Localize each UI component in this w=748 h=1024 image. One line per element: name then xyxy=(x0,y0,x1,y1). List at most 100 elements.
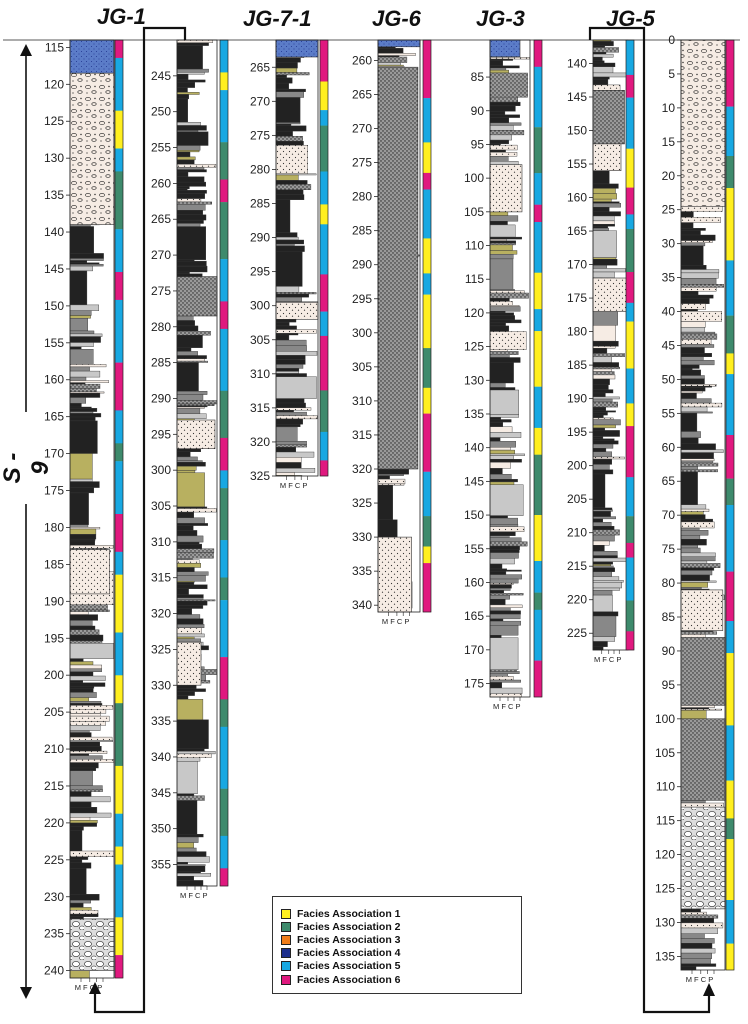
facies-interval xyxy=(726,353,734,375)
bed xyxy=(275,239,304,245)
depth-label: 100 xyxy=(464,171,484,185)
bed xyxy=(592,424,616,429)
bed xyxy=(69,796,111,803)
bed xyxy=(69,411,94,414)
depth-label: 290 xyxy=(250,231,270,245)
bed xyxy=(592,456,625,460)
bed xyxy=(592,271,615,279)
bed xyxy=(680,353,712,358)
bed xyxy=(592,220,615,225)
depth-label: 155 xyxy=(44,336,64,350)
bed xyxy=(176,834,204,838)
depth-label: 105 xyxy=(464,205,484,219)
bed xyxy=(680,443,716,450)
bed xyxy=(489,682,503,689)
facies-interval xyxy=(534,66,542,128)
bed xyxy=(680,966,697,971)
facies-interval xyxy=(115,410,123,444)
depth-label: 355 xyxy=(151,857,171,871)
depth-label: 120 xyxy=(464,306,484,320)
depth-label: 270 xyxy=(352,122,372,136)
bed xyxy=(489,215,519,222)
bed xyxy=(275,97,301,123)
bed xyxy=(680,412,698,432)
bed xyxy=(176,871,201,874)
bed xyxy=(69,403,82,408)
bed xyxy=(176,72,205,75)
facies-interval xyxy=(726,188,734,261)
bed xyxy=(592,368,612,372)
bed xyxy=(69,682,106,687)
bed xyxy=(69,746,102,752)
depth-label: 225 xyxy=(44,853,64,867)
sequence-label: S - 9 xyxy=(0,452,54,484)
depth-label: 155 xyxy=(464,542,484,556)
bed xyxy=(680,385,712,388)
depth-label: 230 xyxy=(44,890,64,904)
bed xyxy=(69,336,101,343)
depth-label: 340 xyxy=(352,598,372,612)
bed xyxy=(275,407,312,411)
bed xyxy=(489,578,519,584)
well-column-jg1b: 245 250 255 260 265 270 275 280 285 290 295 300 305 3… xyxy=(151,39,229,900)
bed xyxy=(680,927,718,934)
bed xyxy=(176,79,206,83)
bed xyxy=(592,366,620,370)
bed xyxy=(377,53,416,56)
bed xyxy=(592,458,612,465)
depth-label: 295 xyxy=(151,427,171,441)
facies-interval xyxy=(423,142,431,173)
lithology-block xyxy=(592,143,622,171)
bed xyxy=(680,227,706,231)
bed xyxy=(489,535,510,538)
bed xyxy=(592,78,609,85)
bed xyxy=(489,479,518,483)
bed xyxy=(680,294,714,299)
bed xyxy=(69,850,114,858)
bed xyxy=(176,265,208,273)
facies-interval xyxy=(220,202,228,260)
depth-label: 20 xyxy=(662,169,676,183)
bed xyxy=(69,265,93,272)
lithology-block xyxy=(275,39,319,58)
bed xyxy=(275,236,299,241)
bed xyxy=(275,57,301,63)
facies-interval xyxy=(626,516,634,544)
bed xyxy=(489,311,506,313)
depth-label: 335 xyxy=(352,564,372,578)
depth-label: 285 xyxy=(352,224,372,238)
bed xyxy=(680,539,707,546)
bed xyxy=(176,193,205,199)
bed xyxy=(275,180,308,185)
bed xyxy=(69,902,84,908)
bed xyxy=(680,462,719,467)
bed xyxy=(275,472,295,476)
depth-label: 210 xyxy=(44,742,64,756)
depth-label: 175 xyxy=(567,291,587,305)
bed xyxy=(176,351,198,356)
depth-label: 315 xyxy=(151,571,171,585)
bed xyxy=(176,548,215,553)
bed xyxy=(489,432,522,438)
facies-interval xyxy=(220,437,228,471)
bed xyxy=(275,371,299,374)
depth-label: 150 xyxy=(44,299,64,313)
bed xyxy=(275,82,289,90)
facies-interval xyxy=(320,274,328,312)
bed xyxy=(176,190,207,194)
bed xyxy=(377,475,390,480)
bed xyxy=(275,251,303,287)
arrow-icon xyxy=(703,983,715,996)
bed xyxy=(69,907,92,911)
bed xyxy=(69,791,92,797)
bed xyxy=(680,963,717,967)
facies-interval xyxy=(423,172,431,190)
depth-label: 90 xyxy=(662,644,676,658)
bed xyxy=(176,362,199,392)
depth-label: 65 xyxy=(662,474,676,488)
bed xyxy=(176,413,207,419)
bed xyxy=(69,671,94,677)
bed xyxy=(592,183,619,189)
bed xyxy=(176,605,204,609)
depth-label: 150 xyxy=(567,123,587,137)
